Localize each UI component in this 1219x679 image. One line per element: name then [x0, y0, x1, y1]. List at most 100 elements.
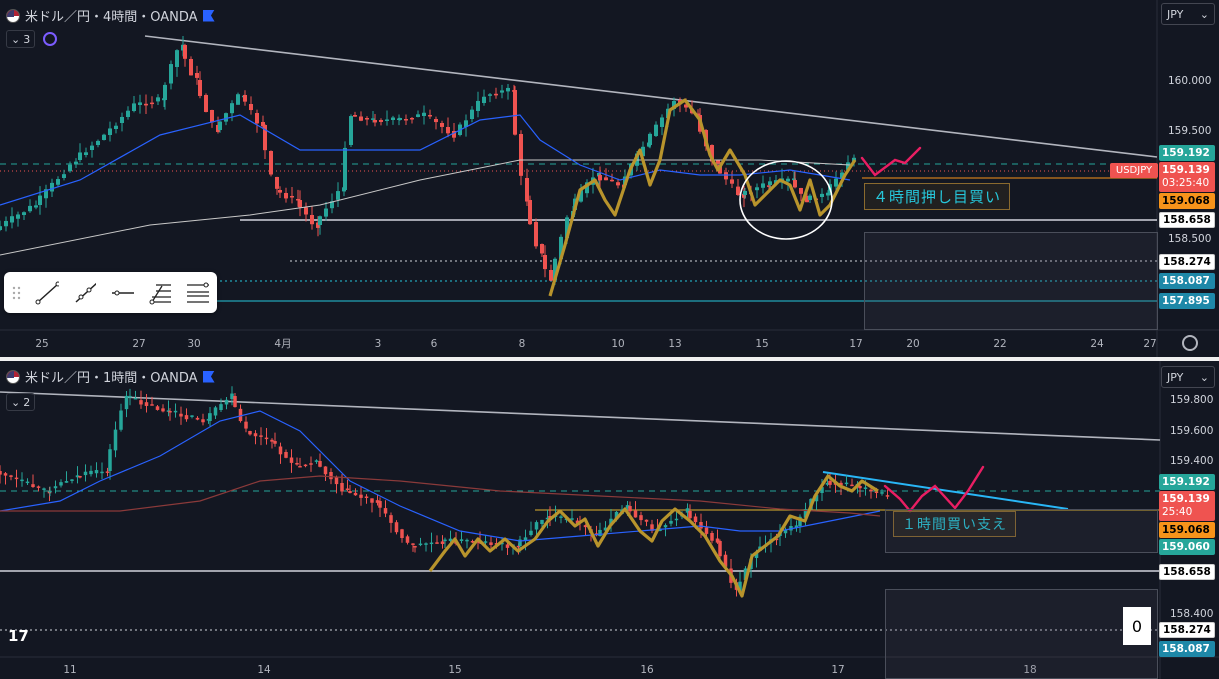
indicator-toggle-1h[interactable]: ⌄ 2 — [6, 393, 36, 411]
candle-body — [850, 484, 854, 487]
candle-body — [3, 473, 8, 476]
y-tick-label: 158.400 — [1170, 608, 1213, 620]
x-tick-label: 27 — [132, 338, 145, 350]
settings-gear-icon[interactable] — [1182, 335, 1198, 351]
candle-body — [470, 541, 475, 543]
candle-body — [869, 489, 873, 492]
candle-body — [20, 479, 24, 482]
candle-body — [488, 94, 492, 96]
resistance-line — [822, 471, 1069, 510]
flag-marker-icon[interactable] — [202, 370, 215, 383]
zone-rectangle-1h-lower[interactable] — [885, 589, 1158, 679]
candle-body — [74, 161, 78, 165]
forecast-path — [883, 465, 985, 513]
candle-body — [218, 121, 222, 130]
candle-body — [793, 180, 797, 188]
ray-icon[interactable] — [73, 281, 97, 305]
chart-canvas-1h[interactable]: 159.800 159.600 159.400 158.400 11 14 15 16 17 18 — [0, 361, 1219, 679]
x-tick-label: 18 — [1023, 664, 1036, 676]
candle-body — [874, 491, 879, 493]
chevron-down-icon: ⌄ — [1199, 7, 1209, 21]
horizontal-line-icon[interactable] — [110, 281, 134, 305]
candle-body — [14, 477, 19, 480]
x-tick-label: 10 — [611, 338, 624, 350]
annotation-4h-dip-buy[interactable]: ４時間押し目買い — [864, 183, 1011, 210]
candle-body — [710, 145, 714, 162]
indicator-toggle-4h[interactable]: ⌄ 3 — [6, 30, 36, 48]
candle-body — [163, 84, 167, 100]
candle-body — [434, 119, 438, 123]
candle-body — [394, 522, 399, 533]
candle-body — [359, 494, 363, 498]
parallel-channel-icon[interactable] — [185, 281, 209, 305]
candle-body — [64, 481, 69, 483]
candle-body — [565, 217, 569, 238]
y-tick-label: 159.800 — [1170, 394, 1213, 406]
chart-pane-4h[interactable]: 160.000 159.500 158.500 25 27 30 4月 3 6 8 10 13 15 17… — [0, 0, 1219, 357]
candle-body — [84, 152, 88, 155]
candle-body — [34, 205, 38, 208]
candle-body — [685, 508, 690, 513]
candle-body — [410, 118, 414, 120]
candle-body — [494, 93, 498, 96]
last-price-label: 159.139 03:25:40 — [1159, 162, 1215, 192]
drag-handle-icon[interactable] — [12, 285, 21, 301]
chevron-down-icon: ⌄ — [11, 395, 21, 409]
chart-title-1h: 米ドル／円・1時間・OANDA — [25, 371, 198, 386]
candle-body — [696, 113, 700, 115]
candle-body — [844, 482, 849, 485]
candle-body — [834, 178, 838, 187]
candle-body — [155, 406, 160, 410]
price-label-teal-1: 158.087 — [1159, 273, 1215, 289]
symbol-legend-1h[interactable]: 米ドル／円・1時間・OANDA — [6, 367, 215, 386]
candle-body — [422, 112, 426, 116]
candle-body — [195, 73, 199, 78]
trend-line-icon[interactable] — [35, 281, 59, 305]
drawing-toolbar[interactable] — [4, 272, 217, 313]
fib-retracement-icon[interactable] — [148, 281, 172, 305]
candle-body — [264, 437, 269, 440]
last-price-label: 159.139 25:40 — [1159, 491, 1215, 521]
zone-rectangle[interactable] — [864, 232, 1158, 330]
chart-canvas-4h[interactable]: 160.000 159.500 158.500 25 27 30 4月 3 6 8 10 13 15 17… — [0, 0, 1219, 357]
candle-body — [633, 510, 638, 518]
y-tick-label: 159.400 — [1170, 455, 1213, 467]
x-tick-label: 15 — [448, 664, 461, 676]
candle-body — [710, 533, 714, 541]
zone-rectangle-1h[interactable] — [885, 509, 1158, 553]
sma-line — [0, 475, 881, 517]
tradingview-logo[interactable]: 17 — [8, 627, 29, 645]
candle-body — [238, 408, 243, 422]
candle-body — [506, 87, 510, 92]
candle-body — [156, 97, 160, 102]
candle-body — [175, 50, 179, 67]
candle-body — [263, 125, 267, 151]
last-price: 159.139 — [1162, 164, 1210, 176]
candle-body — [108, 449, 112, 471]
candle-body — [575, 520, 580, 524]
pane-divider[interactable] — [0, 357, 1219, 361]
flag-marker-icon[interactable] — [202, 9, 215, 22]
hand-drawn-price-path — [548, 98, 857, 297]
candle-body — [794, 525, 799, 528]
candle-body — [858, 486, 862, 489]
candle-body — [48, 490, 52, 493]
currency-select-4h[interactable]: JPY ⌄ — [1161, 3, 1215, 25]
counter-box[interactable]: 0 — [1123, 607, 1151, 645]
annotation-1h-support[interactable]: １時間買い支え — [893, 511, 1016, 537]
candle-body — [70, 479, 74, 481]
candle-body — [201, 419, 205, 423]
last-price: 159.139 — [1162, 493, 1210, 505]
candle-body — [224, 399, 229, 405]
candle-body — [672, 101, 676, 109]
candle-body — [78, 476, 82, 478]
candle-body — [236, 94, 240, 105]
ema-line — [0, 410, 881, 542]
currency-select-1h[interactable]: JPY ⌄ — [1161, 366, 1215, 388]
candle-body — [230, 103, 234, 114]
chart-pane-1h[interactable]: 159.800 159.600 159.400 158.400 11 14 15 16 17 18… — [0, 361, 1219, 679]
sync-icon[interactable] — [43, 32, 58, 46]
candle-body — [38, 195, 42, 205]
symbol-legend-4h[interactable]: 米ドル／円・4時間・OANDA — [6, 6, 215, 25]
candle-body — [820, 487, 824, 493]
